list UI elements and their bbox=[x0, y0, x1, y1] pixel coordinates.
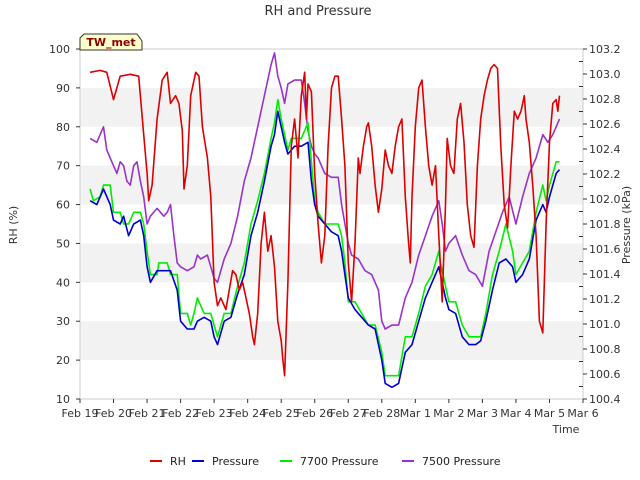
grid-band bbox=[80, 321, 583, 361]
x-tick-label: Mar 3 bbox=[467, 407, 498, 420]
x-tick-label: Feb 22 bbox=[162, 407, 199, 420]
y-right-tick-label: 103.2 bbox=[589, 43, 621, 56]
y-right-tick-label: 102.8 bbox=[589, 93, 621, 106]
x-tick-label: Feb 23 bbox=[196, 407, 233, 420]
y-right-tick-label: 101.0 bbox=[589, 318, 621, 331]
y-left-tick-label: 30 bbox=[56, 315, 70, 328]
x-tick-label: Mar 1 bbox=[400, 407, 431, 420]
y-axis-left-title: RH (%) bbox=[7, 206, 20, 244]
x-tick-label: Feb 25 bbox=[263, 407, 300, 420]
y-right-tick-label: 101.8 bbox=[589, 218, 621, 231]
legend-label: 7700 Pressure bbox=[300, 455, 379, 468]
x-tick-label: Feb 21 bbox=[129, 407, 166, 420]
y-right-tick-label: 100.6 bbox=[589, 368, 621, 381]
y-left-tick-label: 80 bbox=[56, 121, 70, 134]
x-tick-label: Mar 2 bbox=[433, 407, 464, 420]
x-tick-label: Mar 5 bbox=[534, 407, 565, 420]
x-tick-label: Feb 26 bbox=[296, 407, 333, 420]
y-left-tick-label: 50 bbox=[56, 237, 70, 250]
series-line-7500-pressure bbox=[89, 52, 561, 330]
y-left-tick-label: 70 bbox=[56, 160, 70, 173]
grid-band bbox=[80, 165, 583, 205]
x-tick-label: Mar 6 bbox=[567, 407, 598, 420]
series-layer bbox=[89, 52, 561, 389]
y-left-tick-label: 90 bbox=[56, 82, 70, 95]
y-right-tick-label: 102.2 bbox=[589, 168, 621, 181]
y-right-tick-label: 101.2 bbox=[589, 293, 621, 306]
y-axis-right: 100.4 100.6 100.8 101.0 101.2 101.4 101.6 101.8… bbox=[579, 43, 621, 406]
y-left-tick-label: 40 bbox=[56, 276, 70, 289]
y-left-tick-label: 60 bbox=[56, 199, 70, 212]
y-right-tick-label: 100.4 bbox=[589, 393, 621, 406]
y-left-tick-label: 100 bbox=[49, 43, 70, 56]
y-left-tick-label: 20 bbox=[56, 354, 70, 367]
chart-title: RH and Pressure bbox=[264, 4, 371, 19]
x-tick-label: Feb 27 bbox=[330, 407, 367, 420]
legend-label: RH bbox=[170, 455, 186, 468]
x-tick-label: Feb 20 bbox=[95, 407, 132, 420]
series-line-rh bbox=[89, 63, 561, 377]
legend: RH Pressure 7700 Pressure 7500 Pressure bbox=[150, 455, 501, 468]
y-right-tick-label: 101.4 bbox=[589, 268, 621, 281]
y-right-tick-label: 101.6 bbox=[589, 243, 621, 256]
legend-label: Pressure bbox=[212, 455, 259, 468]
x-tick-label: Feb 28 bbox=[363, 407, 400, 420]
station-label-text: TW_met bbox=[86, 36, 135, 49]
x-tick-label: Feb 24 bbox=[229, 407, 266, 420]
x-tick-label: Mar 4 bbox=[500, 407, 531, 420]
y-axis-right-title: Pressure (kPa) bbox=[620, 186, 633, 264]
series-line-7700-pressure bbox=[89, 98, 560, 377]
y-axis-left: 10 20 30 40 50 60 70 80 90 100 bbox=[49, 43, 80, 406]
y-right-tick-label: 100.8 bbox=[589, 343, 621, 356]
y-left-tick-label: 10 bbox=[56, 393, 70, 406]
y-right-tick-label: 103.0 bbox=[589, 68, 621, 81]
y-right-tick-label: 102.6 bbox=[589, 118, 621, 131]
x-axis-title: Time bbox=[552, 423, 580, 436]
y-right-tick-label: 102.4 bbox=[589, 143, 621, 156]
x-tick-label: Feb 19 bbox=[62, 407, 99, 420]
station-label: TW_met bbox=[79, 33, 143, 51]
y-right-tick-label: 102.0 bbox=[589, 193, 621, 206]
grid-band bbox=[80, 243, 583, 283]
legend-label: 7500 Pressure bbox=[422, 455, 501, 468]
